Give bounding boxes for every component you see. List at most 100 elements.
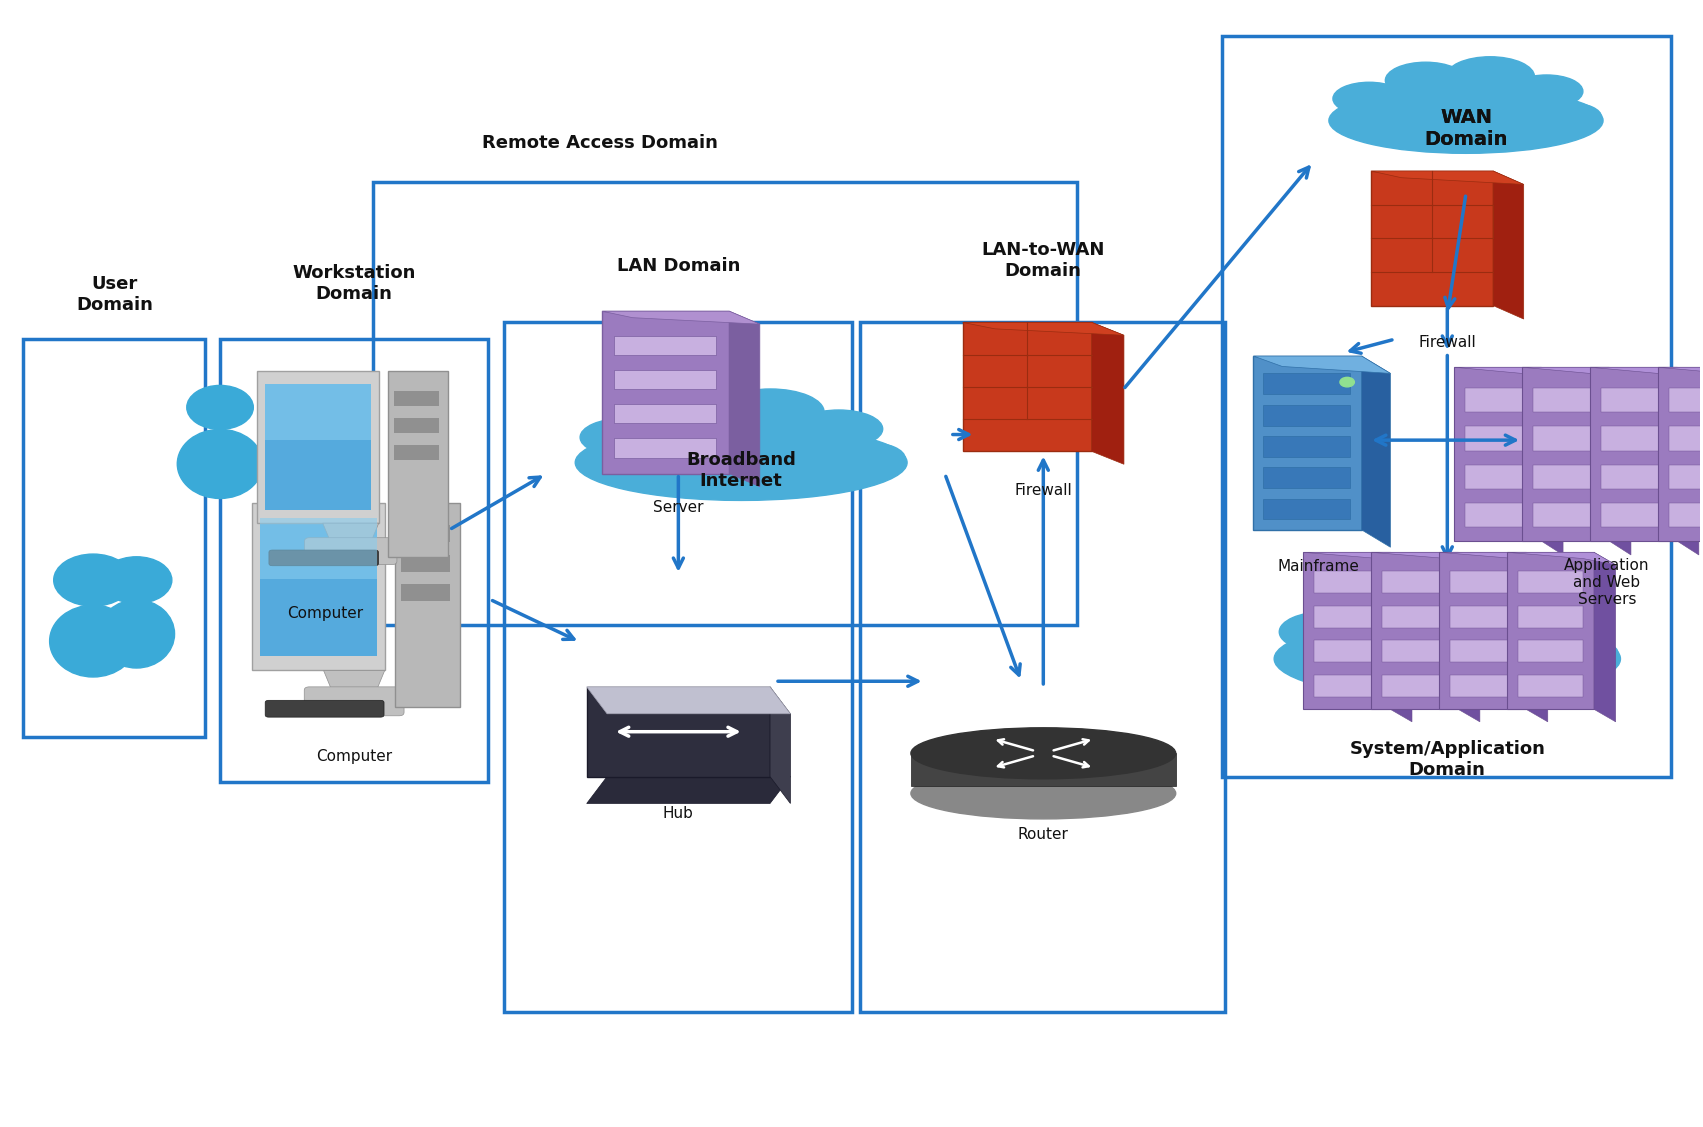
FancyBboxPatch shape xyxy=(1264,498,1350,520)
FancyBboxPatch shape xyxy=(393,418,438,434)
Polygon shape xyxy=(911,753,1175,787)
FancyBboxPatch shape xyxy=(305,538,397,565)
FancyBboxPatch shape xyxy=(266,384,371,441)
FancyBboxPatch shape xyxy=(252,503,385,671)
FancyBboxPatch shape xyxy=(1601,464,1666,489)
Text: User
Domain: User Domain xyxy=(77,275,153,313)
Ellipse shape xyxy=(795,410,882,447)
Polygon shape xyxy=(1526,552,1548,722)
Polygon shape xyxy=(588,777,790,804)
Polygon shape xyxy=(1458,552,1480,722)
Polygon shape xyxy=(324,523,378,545)
FancyBboxPatch shape xyxy=(1659,367,1703,541)
FancyBboxPatch shape xyxy=(1264,373,1350,394)
FancyBboxPatch shape xyxy=(1383,640,1448,663)
FancyBboxPatch shape xyxy=(613,438,715,458)
FancyBboxPatch shape xyxy=(1303,552,1390,709)
FancyBboxPatch shape xyxy=(1264,405,1350,426)
FancyBboxPatch shape xyxy=(393,445,438,460)
Ellipse shape xyxy=(1274,619,1621,699)
Polygon shape xyxy=(1371,171,1524,185)
FancyBboxPatch shape xyxy=(261,517,376,656)
FancyBboxPatch shape xyxy=(1507,552,1594,709)
Polygon shape xyxy=(962,322,1124,336)
FancyBboxPatch shape xyxy=(1465,503,1531,527)
FancyBboxPatch shape xyxy=(1383,571,1448,593)
Ellipse shape xyxy=(49,605,136,677)
Circle shape xyxy=(1340,378,1354,387)
FancyBboxPatch shape xyxy=(601,311,729,473)
FancyBboxPatch shape xyxy=(257,371,378,523)
Ellipse shape xyxy=(1328,88,1603,153)
FancyBboxPatch shape xyxy=(1371,171,1494,305)
Polygon shape xyxy=(1659,367,1703,381)
FancyBboxPatch shape xyxy=(388,371,448,557)
Polygon shape xyxy=(1253,356,1390,373)
Ellipse shape xyxy=(1504,603,1596,644)
FancyBboxPatch shape xyxy=(1315,571,1379,593)
FancyBboxPatch shape xyxy=(1371,552,1458,709)
Text: LAN-to-WAN
Domain: LAN-to-WAN Domain xyxy=(981,241,1105,281)
FancyBboxPatch shape xyxy=(1533,464,1599,489)
Text: Computer: Computer xyxy=(288,606,363,621)
FancyBboxPatch shape xyxy=(1669,388,1703,412)
Ellipse shape xyxy=(99,600,175,668)
FancyBboxPatch shape xyxy=(1669,503,1703,527)
Polygon shape xyxy=(1439,552,1548,565)
FancyBboxPatch shape xyxy=(305,686,404,716)
FancyBboxPatch shape xyxy=(1533,426,1599,451)
FancyBboxPatch shape xyxy=(1669,426,1703,451)
FancyBboxPatch shape xyxy=(1601,503,1666,527)
FancyBboxPatch shape xyxy=(1264,436,1350,456)
Polygon shape xyxy=(1371,552,1480,565)
Ellipse shape xyxy=(1385,62,1466,99)
Text: Firewall: Firewall xyxy=(1015,483,1073,498)
Polygon shape xyxy=(1454,367,1563,381)
FancyBboxPatch shape xyxy=(266,384,371,509)
Polygon shape xyxy=(1507,552,1616,565)
FancyBboxPatch shape xyxy=(1517,571,1584,593)
FancyBboxPatch shape xyxy=(613,403,715,424)
Text: Router: Router xyxy=(1018,827,1069,842)
FancyBboxPatch shape xyxy=(1517,605,1584,628)
Text: Server: Server xyxy=(654,500,703,515)
Ellipse shape xyxy=(1279,644,1350,675)
FancyBboxPatch shape xyxy=(1449,675,1516,696)
FancyBboxPatch shape xyxy=(400,554,450,571)
Circle shape xyxy=(187,385,254,429)
Ellipse shape xyxy=(581,418,668,456)
Text: Mainframe: Mainframe xyxy=(1277,559,1359,575)
FancyBboxPatch shape xyxy=(1533,503,1599,527)
Polygon shape xyxy=(1609,367,1631,554)
Polygon shape xyxy=(601,311,760,325)
Ellipse shape xyxy=(831,443,904,474)
Polygon shape xyxy=(1494,171,1524,319)
FancyBboxPatch shape xyxy=(613,370,715,389)
FancyBboxPatch shape xyxy=(1315,640,1379,663)
FancyBboxPatch shape xyxy=(261,517,376,579)
FancyBboxPatch shape xyxy=(1517,675,1584,696)
FancyBboxPatch shape xyxy=(1601,388,1666,412)
Polygon shape xyxy=(1677,367,1700,554)
FancyBboxPatch shape xyxy=(1253,356,1362,530)
Ellipse shape xyxy=(1540,103,1601,131)
Ellipse shape xyxy=(1279,612,1371,653)
Polygon shape xyxy=(1594,552,1616,722)
Polygon shape xyxy=(1541,367,1563,554)
Polygon shape xyxy=(1390,552,1412,722)
FancyBboxPatch shape xyxy=(1449,605,1516,628)
Polygon shape xyxy=(770,686,790,804)
Ellipse shape xyxy=(581,447,649,478)
Polygon shape xyxy=(729,311,760,487)
FancyBboxPatch shape xyxy=(1264,468,1350,488)
Ellipse shape xyxy=(1345,587,1448,632)
FancyBboxPatch shape xyxy=(1439,552,1526,709)
Ellipse shape xyxy=(717,389,824,435)
FancyBboxPatch shape xyxy=(1383,605,1448,628)
Polygon shape xyxy=(1092,322,1124,464)
Ellipse shape xyxy=(1541,637,1618,672)
FancyBboxPatch shape xyxy=(1383,675,1448,696)
Ellipse shape xyxy=(911,728,1175,779)
Ellipse shape xyxy=(576,425,908,500)
FancyBboxPatch shape xyxy=(269,550,378,566)
